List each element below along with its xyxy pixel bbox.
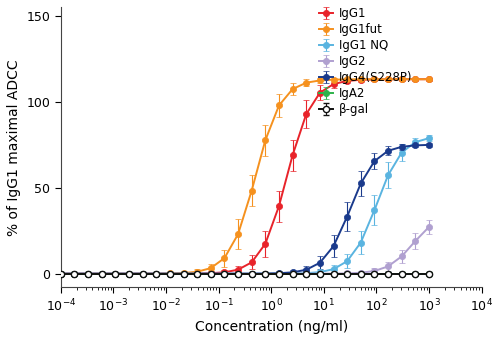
Legend: IgG1, IgG1fut, IgG1 NQ, IgG2, IgG4(S228P), IgA2, β-gal: IgG1, IgG1fut, IgG1 NQ, IgG2, IgG4(S228P… — [319, 7, 412, 116]
X-axis label: Concentration (ng/ml): Concentration (ng/ml) — [194, 320, 348, 334]
Y-axis label: % of IgG1 maximal ADCC: % of IgG1 maximal ADCC — [7, 59, 21, 236]
